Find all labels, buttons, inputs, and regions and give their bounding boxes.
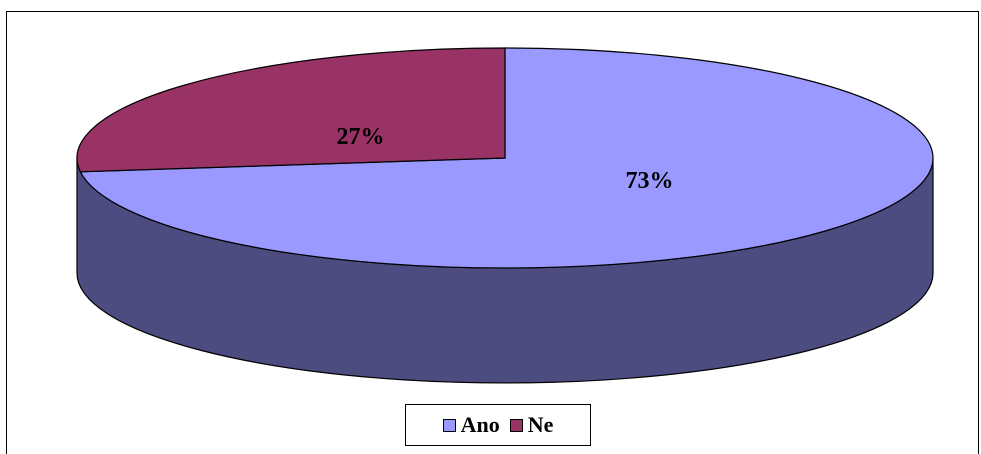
pie-slice-ano [79, 47, 934, 269]
legend-swatch-ne [509, 418, 523, 432]
legend-swatch-ano [442, 418, 456, 432]
legend-item-ano: Ano [442, 412, 500, 438]
data-label-ano: 73% [626, 168, 674, 194]
data-label-ne: 27% [337, 124, 385, 150]
pie-slice-ne [76, 47, 506, 173]
legend-label-ano: Ano [460, 412, 500, 437]
legend: Ano Ne [405, 404, 591, 446]
legend-item-ne: Ne [509, 412, 554, 438]
legend-label-ne: Ne [527, 412, 554, 437]
